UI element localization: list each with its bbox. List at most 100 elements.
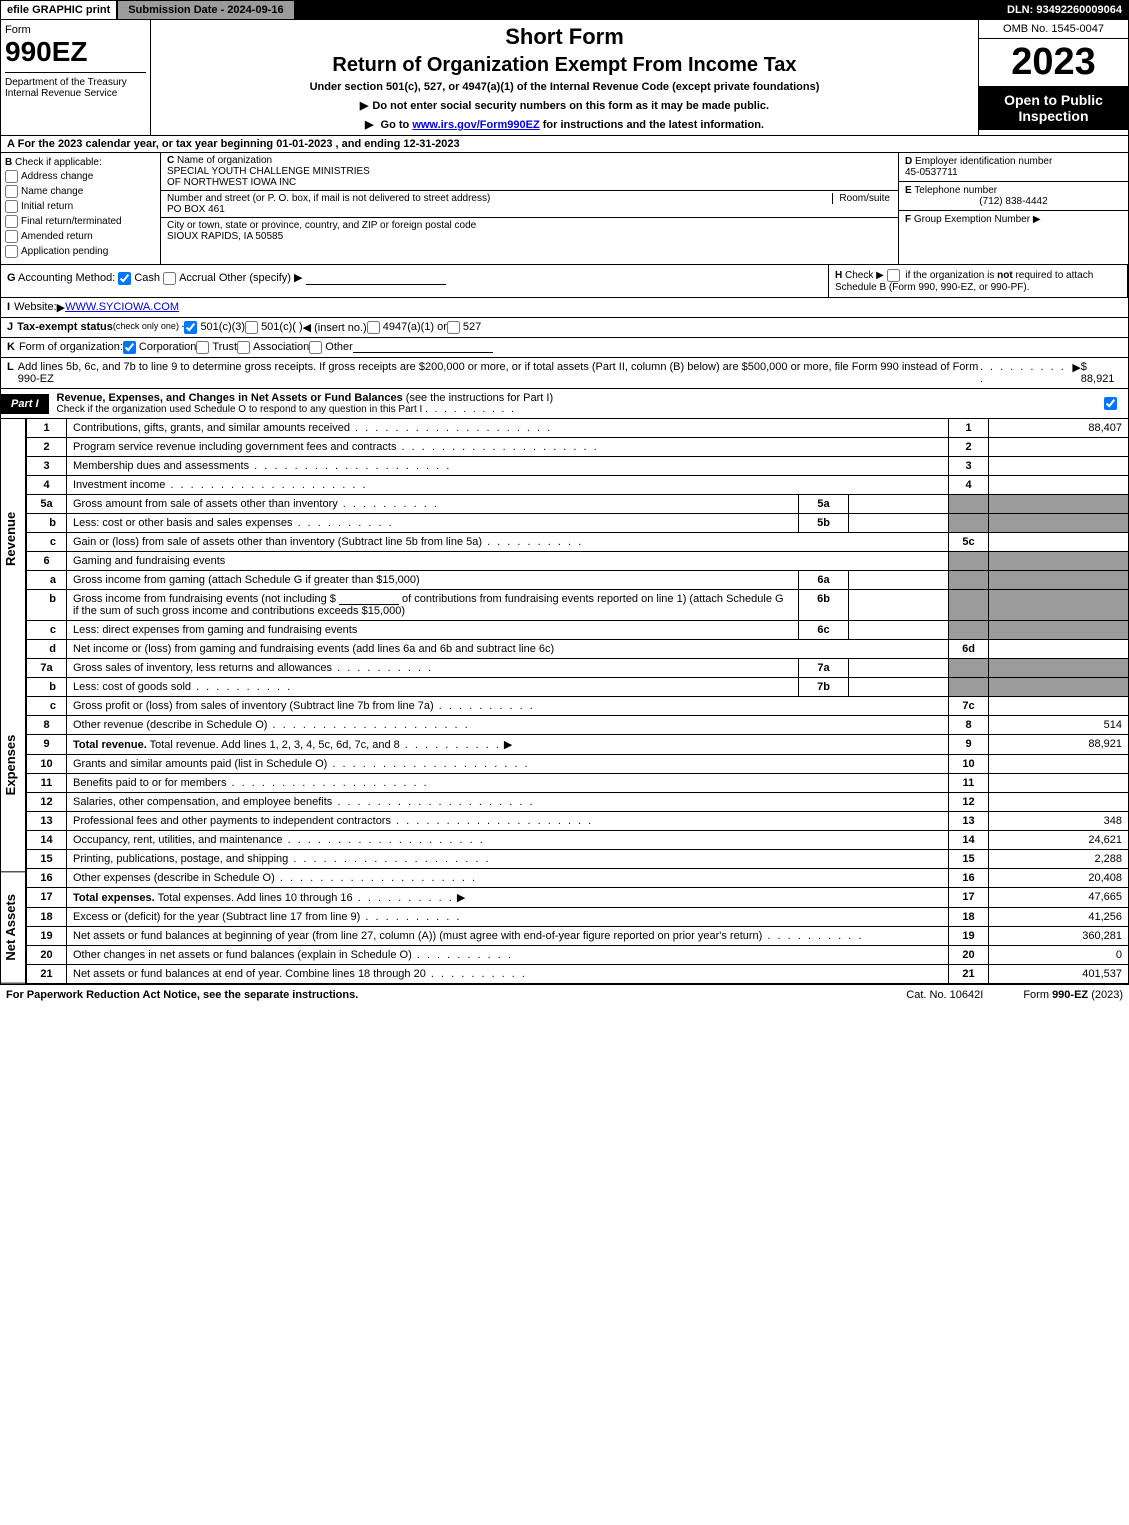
l13-rv: 348 bbox=[989, 812, 1129, 831]
ein-value: 45-0537711 bbox=[905, 167, 958, 178]
l6d-desc: Net income or (loss) from gaming and fun… bbox=[67, 640, 949, 659]
other-blank[interactable] bbox=[306, 273, 446, 285]
efile-print-label[interactable]: efile GRAPHIC print bbox=[1, 1, 118, 19]
line-13: 13 Professional fees and other payments … bbox=[27, 812, 1129, 831]
other-org-blank[interactable] bbox=[353, 341, 493, 353]
l17-rv: 47,665 bbox=[989, 888, 1129, 908]
l10-rn: 10 bbox=[949, 755, 989, 774]
l7c-num: c bbox=[27, 697, 67, 716]
line-6a: a Gross income from gaming (attach Sched… bbox=[27, 571, 1129, 590]
line-19: 19 Net assets or fund balances at beginn… bbox=[27, 927, 1129, 946]
l6b-blank[interactable] bbox=[339, 593, 399, 605]
l7b-desc: Less: cost of goods sold bbox=[67, 678, 799, 697]
l19-num: 19 bbox=[27, 927, 67, 946]
irs-link[interactable]: www.irs.gov/Form990EZ bbox=[412, 119, 539, 131]
website-label: Website: bbox=[14, 301, 57, 313]
line-2: 2 Program service revenue including gove… bbox=[27, 438, 1129, 457]
l7a-shade bbox=[949, 659, 989, 678]
l7b-num: b bbox=[27, 678, 67, 697]
l5b-in: 5b bbox=[799, 514, 849, 533]
goto-post: for instructions and the latest informat… bbox=[543, 119, 764, 131]
chk-cash[interactable] bbox=[118, 272, 131, 285]
letter-j: J bbox=[7, 321, 13, 333]
l16-rn: 16 bbox=[949, 869, 989, 888]
l6a-num: a bbox=[27, 571, 67, 590]
l5a-shade2 bbox=[989, 495, 1129, 514]
l2-rn: 2 bbox=[949, 438, 989, 457]
l6a-iv bbox=[849, 571, 949, 590]
line-3: 3 Membership dues and assessments 3 bbox=[27, 457, 1129, 476]
h-not: not bbox=[997, 270, 1013, 281]
chk-initial-return[interactable]: Initial return bbox=[5, 200, 156, 213]
l17-rn: 17 bbox=[949, 888, 989, 908]
line-21: 21 Net assets or fund balances at end of… bbox=[27, 965, 1129, 984]
street-row: Number and street (or P. O. box, if mail… bbox=[161, 191, 898, 218]
chk-application-pending[interactable]: Application pending bbox=[5, 245, 156, 258]
chk-other-org[interactable] bbox=[309, 341, 322, 354]
l20-rv: 0 bbox=[989, 946, 1129, 965]
form-word: Form bbox=[5, 24, 146, 36]
l4-rv bbox=[989, 476, 1129, 495]
street-value: PO BOX 461 bbox=[167, 204, 225, 215]
chk-trust[interactable] bbox=[196, 341, 209, 354]
letter-l: L bbox=[7, 361, 14, 373]
h-schedule-b: H Check ▶ if the organization is not req… bbox=[828, 265, 1128, 298]
l6d-rv bbox=[989, 640, 1129, 659]
row-i-website: I Website: ▶ WWW.SYCIOWA.COM bbox=[0, 298, 1129, 318]
l5a-desc: Gross amount from sale of assets other t… bbox=[67, 495, 799, 514]
l4-desc: Investment income bbox=[67, 476, 949, 495]
line-11: 11 Benefits paid to or for members 11 bbox=[27, 774, 1129, 793]
part1-header: Part I Revenue, Expenses, and Changes in… bbox=[0, 389, 1129, 419]
chk-name-change[interactable]: Name change bbox=[5, 185, 156, 198]
l9-num: 9 bbox=[27, 735, 67, 755]
l6-shade bbox=[949, 552, 989, 571]
line-17: 17 Total expenses. Total expenses. Add l… bbox=[27, 888, 1129, 908]
letter-k: K bbox=[7, 341, 15, 353]
l18-rn: 18 bbox=[949, 908, 989, 927]
l19-desc: Net assets or fund balances at beginning… bbox=[67, 927, 949, 946]
letter-f: F bbox=[905, 214, 911, 225]
return-title: Return of Organization Exempt From Incom… bbox=[159, 54, 970, 77]
l21-rn: 21 bbox=[949, 965, 989, 984]
org-name-row: C Name of organization SPECIAL YOUTH CHA… bbox=[161, 153, 898, 191]
l6c-in: 6c bbox=[799, 621, 849, 640]
line-10: 10 Grants and similar amounts paid (list… bbox=[27, 755, 1129, 774]
l7a-iv bbox=[849, 659, 949, 678]
l-arrow bbox=[1072, 361, 1080, 374]
letter-c: C bbox=[167, 155, 174, 166]
l6d-num: d bbox=[27, 640, 67, 659]
line-7a: 7a Gross sales of inventory, less return… bbox=[27, 659, 1129, 678]
opt-other: Other bbox=[325, 341, 353, 353]
line-4: 4 Investment income 4 bbox=[27, 476, 1129, 495]
lines-table: 1 Contributions, gifts, grants, and simi… bbox=[26, 419, 1129, 984]
opt-501c3: 501(c)(3) bbox=[200, 321, 245, 333]
chk-amended-return[interactable]: Amended return bbox=[5, 230, 156, 243]
group-arrow: ▶ bbox=[1033, 214, 1041, 225]
chk-address-change[interactable]: Address change bbox=[5, 170, 156, 183]
l18-desc: Excess or (deficit) for the year (Subtra… bbox=[67, 908, 949, 927]
chk-sched-b[interactable] bbox=[887, 269, 900, 282]
letter-d: D bbox=[905, 156, 912, 167]
l1-num: 1 bbox=[27, 419, 67, 438]
chk-final-return[interactable]: Final return/terminated bbox=[5, 215, 156, 228]
l6b-iv bbox=[849, 590, 949, 621]
chk-4947[interactable] bbox=[367, 321, 380, 334]
l6c-shade bbox=[949, 621, 989, 640]
chk-accrual[interactable] bbox=[163, 272, 176, 285]
form-header: Form 990EZ Department of the Treasury In… bbox=[0, 20, 1129, 136]
website-link[interactable]: WWW.SYCIOWA.COM bbox=[65, 301, 179, 313]
chk-corporation[interactable] bbox=[123, 341, 136, 354]
chk-501c3[interactable] bbox=[184, 321, 197, 334]
chk-527[interactable] bbox=[447, 321, 460, 334]
l21-rv: 401,537 bbox=[989, 965, 1129, 984]
chk-501c[interactable] bbox=[245, 321, 258, 334]
part1-check[interactable] bbox=[1104, 397, 1128, 410]
chk-association[interactable] bbox=[237, 341, 250, 354]
l15-rn: 15 bbox=[949, 850, 989, 869]
dln-number: DLN: 93492260009064 bbox=[1001, 1, 1128, 19]
l6b-shade2 bbox=[989, 590, 1129, 621]
row-l-gross-receipts: L Add lines 5b, 6c, and 7b to line 9 to … bbox=[0, 358, 1129, 389]
l6a-in: 6a bbox=[799, 571, 849, 590]
goto-pre: Go to bbox=[381, 119, 413, 131]
l7c-rv bbox=[989, 697, 1129, 716]
